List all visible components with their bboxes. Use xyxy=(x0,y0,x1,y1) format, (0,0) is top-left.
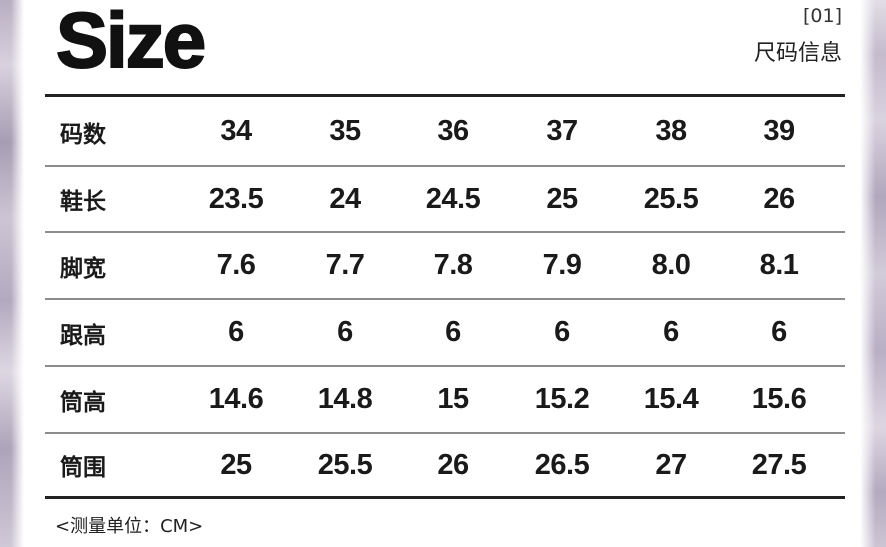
table-cell: 14.8 xyxy=(317,383,373,415)
row-label: 码数 xyxy=(60,121,106,148)
section-index: [01] xyxy=(802,5,842,27)
fur-edge-left xyxy=(0,0,24,547)
row-divider xyxy=(45,165,845,167)
table-cell: 39 xyxy=(763,115,795,147)
table-cell: 24 xyxy=(329,182,361,215)
row-divider xyxy=(45,298,845,300)
table-row: 鞋长 23.5 24 24.5 25 25.5 26 xyxy=(0,167,886,231)
section-subtitle: 尺码信息 xyxy=(753,41,842,66)
table-cell: 8.0 xyxy=(651,249,691,281)
table-cell: 26 xyxy=(763,182,795,215)
table-cell: 24.5 xyxy=(425,182,481,215)
table-row: 筒高 14.6 14.8 15 15.2 15.4 15.6 xyxy=(0,367,886,432)
table-cell: 37 xyxy=(546,115,578,147)
table-row: 码数 34 35 36 37 38 39 xyxy=(0,98,886,165)
table-row: 筒围 25 25.5 26 26.5 27 27.5 xyxy=(0,434,886,496)
table-cell: 25.5 xyxy=(643,182,699,215)
row-label: 鞋长 xyxy=(60,189,106,215)
table-row: 跟高 6 6 6 6 6 6 xyxy=(0,300,886,365)
page-title: Size xyxy=(55,0,207,84)
table-cell: 27 xyxy=(655,448,687,481)
table-cell: 6 xyxy=(228,316,244,348)
table-cell: 15.4 xyxy=(643,383,699,415)
row-label: 跟高 xyxy=(60,322,106,349)
row-label: 筒高 xyxy=(60,389,106,416)
table-cell: 25.5 xyxy=(317,448,373,481)
table-cell: 6 xyxy=(445,316,461,348)
table-cell: 6 xyxy=(554,316,570,348)
table-cell: 36 xyxy=(437,115,469,147)
table-cell: 25 xyxy=(220,448,252,481)
table-cell: 25 xyxy=(546,182,578,215)
table-cell: 7.6 xyxy=(216,249,256,281)
table-row: 脚宽 7.6 7.7 7.8 7.9 8.0 8.1 xyxy=(0,233,886,298)
table-cell: 15.6 xyxy=(751,383,807,415)
table-cell: 6 xyxy=(663,316,679,348)
table-cell: 8.1 xyxy=(759,249,799,281)
table-cell: 6 xyxy=(771,316,787,348)
row-divider xyxy=(45,432,845,434)
table-cell: 7.8 xyxy=(433,249,473,281)
table-cell: 6 xyxy=(337,316,353,348)
row-divider xyxy=(45,231,845,233)
table-cell: 26 xyxy=(437,448,469,481)
table-cell: 15 xyxy=(437,383,469,415)
row-divider xyxy=(45,365,845,367)
row-label: 筒围 xyxy=(60,455,106,481)
table-cell: 27.5 xyxy=(751,448,807,481)
fur-edge-right xyxy=(860,0,886,547)
row-label: 脚宽 xyxy=(60,255,106,282)
table-cell: 7.9 xyxy=(542,249,582,281)
table-cell: 26.5 xyxy=(534,448,590,481)
table-top-rule xyxy=(45,94,845,97)
table-cell: 14.6 xyxy=(208,383,264,415)
table-cell: 38 xyxy=(655,115,687,147)
table-cell: 7.7 xyxy=(325,249,365,281)
table-cell: 35 xyxy=(329,115,361,147)
table-cell: 34 xyxy=(220,115,252,147)
table-bottom-rule xyxy=(45,496,845,499)
table-cell: 15.2 xyxy=(534,383,590,415)
unit-note: <测量单位：CM> xyxy=(55,516,204,537)
table-cell: 23.5 xyxy=(208,182,264,215)
